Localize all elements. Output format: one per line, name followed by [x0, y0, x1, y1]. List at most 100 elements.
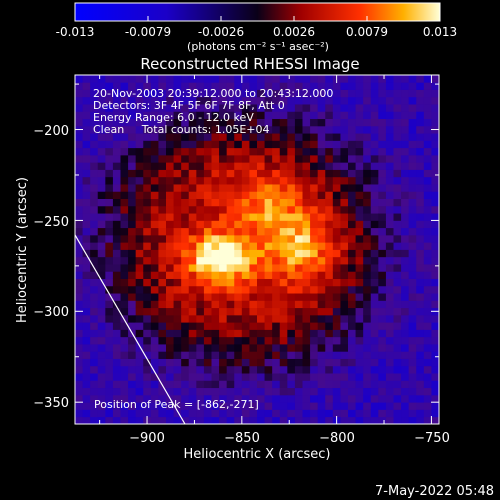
heatmap-cell [317, 75, 326, 83]
heatmap-cell [166, 154, 174, 163]
heatmap-cell [257, 402, 265, 410]
heatmap-cell [226, 220, 235, 229]
heatmap-cell [317, 314, 326, 323]
heatmap-cell [82, 314, 91, 323]
heatmap-cell [317, 380, 326, 389]
heatmap-cell [385, 387, 394, 396]
heatmap-cell [158, 133, 167, 141]
heatmap-cell [97, 300, 106, 309]
heatmap-cell [302, 118, 311, 127]
heatmap-cell [272, 322, 281, 330]
heatmap-cell [234, 147, 243, 156]
heatmap-cell [143, 373, 152, 381]
heatmap-cell [219, 264, 228, 272]
heatmap-cell [257, 373, 265, 381]
heatmap-cell [423, 285, 432, 294]
heatmap-cell [188, 147, 197, 156]
heatmap-cell [150, 285, 159, 294]
heatmap-cell [112, 256, 121, 265]
heatmap-cell [97, 89, 106, 98]
heatmap-cell [226, 140, 235, 149]
heatmap-cell [370, 140, 379, 149]
heatmap-cell [188, 344, 197, 352]
heatmap-cell [173, 344, 182, 352]
heatmap-cell [166, 293, 174, 301]
heatmap-cell [264, 75, 273, 83]
heatmap-cell [385, 271, 394, 279]
heatmap-cell [340, 249, 349, 258]
heatmap-cell [241, 402, 250, 410]
y-tick-label: −200 [33, 124, 69, 139]
heatmap-cell [401, 176, 410, 185]
heatmap-cell [363, 365, 372, 374]
heatmap-cell [370, 133, 379, 141]
heatmap-cell [431, 169, 439, 178]
heatmap-cell [219, 104, 228, 112]
heatmap-cell [226, 416, 235, 424]
heatmap-cell [75, 394, 83, 403]
heatmap-cell [173, 278, 182, 287]
heatmap-cell [423, 351, 432, 359]
heatmap-cell [188, 416, 197, 424]
heatmap-cell [378, 154, 387, 163]
heatmap-cell [97, 191, 106, 199]
heatmap-cell [203, 351, 212, 359]
heatmap-cell [97, 213, 106, 221]
heatmap-cell [112, 205, 121, 214]
heatmap-cell [431, 111, 439, 120]
heatmap-cell [423, 198, 432, 207]
heatmap-cell [173, 336, 182, 345]
heatmap-cell [348, 264, 356, 272]
heatmap-cell [249, 213, 258, 221]
heatmap-cell [348, 329, 356, 338]
heatmap-cell [181, 336, 190, 345]
heatmap-cell [234, 249, 243, 258]
heatmap-cell [370, 278, 379, 287]
heatmap-cell [348, 147, 356, 156]
heatmap-cell [241, 387, 250, 396]
heatmap-cell [279, 234, 288, 243]
heatmap-cell [150, 184, 159, 192]
heatmap-cell [310, 285, 319, 294]
heatmap-cell [135, 191, 144, 199]
heatmap-cell [173, 329, 182, 338]
heatmap-cell [287, 278, 296, 287]
heatmap-cell [423, 336, 432, 345]
heatmap-cell [143, 234, 152, 243]
heatmap-cell [408, 358, 417, 367]
heatmap-cell [234, 409, 243, 418]
heatmap-cell [219, 125, 228, 134]
heatmap-cell [143, 351, 152, 359]
heatmap-cell [75, 242, 83, 250]
heatmap-cell [423, 409, 432, 418]
heatmap-cell [203, 89, 212, 98]
heatmap-cell [105, 373, 114, 381]
heatmap-cell [128, 285, 137, 294]
heatmap-cell [158, 373, 167, 381]
heatmap-cell [378, 373, 387, 381]
heatmap-cell [302, 82, 311, 90]
heatmap-cell [264, 329, 273, 338]
heatmap-cell [385, 118, 394, 127]
heatmap-cell [348, 104, 356, 112]
heatmap-cell [128, 198, 137, 207]
heatmap-cell [294, 336, 303, 345]
heatmap-cell [181, 264, 190, 272]
heatmap-cell [173, 402, 182, 410]
heatmap-cell [348, 307, 356, 316]
heatmap-cell [211, 365, 220, 374]
heatmap-cell [97, 402, 106, 410]
heatmap-cell [287, 329, 296, 338]
heatmap-cell [355, 336, 364, 345]
heatmap-cell [143, 358, 152, 367]
heatmap-cell [203, 154, 212, 163]
heatmap-cell [75, 300, 83, 309]
heatmap-cell [363, 198, 372, 207]
heatmap-cell [332, 365, 341, 374]
heatmap-cell [279, 416, 288, 424]
heatmap-cell [166, 373, 174, 381]
heatmap-cell [264, 125, 273, 134]
heatmap-cell [302, 133, 311, 141]
heatmap-cell [82, 307, 91, 316]
heatmap-cell [196, 227, 205, 236]
